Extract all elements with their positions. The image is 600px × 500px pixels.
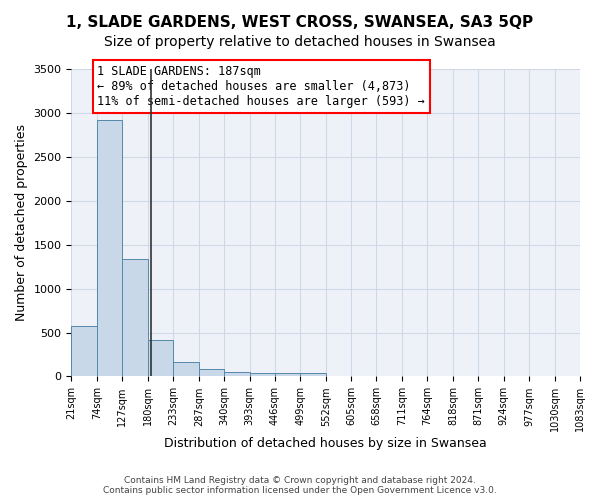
Text: Contains HM Land Registry data © Crown copyright and database right 2024.
Contai: Contains HM Land Registry data © Crown c… [103, 476, 497, 495]
Bar [97, 120, 122, 376]
Text: 1 SLADE GARDENS: 187sqm
← 89% of detached houses are smaller (4,873)
11% of semi: 1 SLADE GARDENS: 187sqm ← 89% of detache… [97, 65, 425, 108]
Bar [199, 370, 224, 376]
Bar [250, 372, 275, 376]
Bar [122, 259, 148, 376]
Bar [71, 326, 97, 376]
Text: Size of property relative to detached houses in Swansea: Size of property relative to detached ho… [104, 35, 496, 49]
Bar [148, 340, 173, 376]
X-axis label: Distribution of detached houses by size in Swansea: Distribution of detached houses by size … [164, 437, 487, 450]
Bar [224, 372, 250, 376]
Bar [173, 362, 199, 376]
Text: 1, SLADE GARDENS, WEST CROSS, SWANSEA, SA3 5QP: 1, SLADE GARDENS, WEST CROSS, SWANSEA, S… [67, 15, 533, 30]
Y-axis label: Number of detached properties: Number of detached properties [15, 124, 28, 321]
Bar [275, 373, 301, 376]
Bar [301, 374, 326, 376]
